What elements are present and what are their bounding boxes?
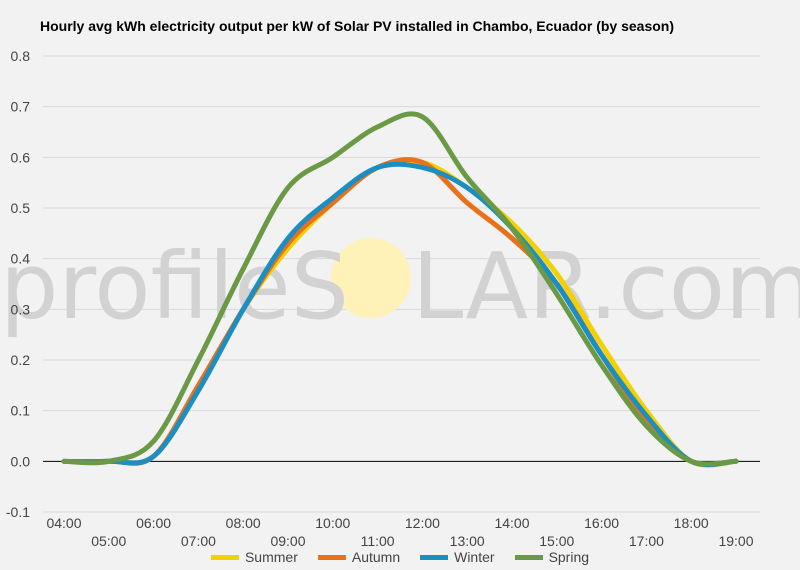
legend-label: Winter: [454, 549, 495, 565]
legend-swatch: [210, 554, 239, 560]
watermark-text-right: LAR.com: [412, 233, 800, 340]
series-lines: [61, 111, 739, 468]
legend-item-summer: Summer: [210, 549, 298, 565]
legend-label: Summer: [244, 549, 298, 565]
watermark-sun-logo: [331, 238, 411, 318]
x-tick-label: 14:00: [494, 515, 529, 531]
x-tick-label: 13:00: [450, 533, 485, 549]
x-tick-label: 05:00: [91, 533, 126, 549]
y-tick-label: -0.1: [6, 504, 30, 520]
x-tick-label: 15:00: [539, 533, 574, 549]
y-tick-label: 0.1: [11, 403, 31, 419]
legend-swatch: [514, 554, 543, 560]
x-tick-label: 09:00: [270, 533, 305, 549]
y-tick-label: 0.8: [11, 48, 31, 64]
y-axis-ticks: 0.8 0.7 0.6 0.5 0.4 0.3 0.2 0.1 0.0 -0.1: [6, 48, 30, 520]
x-tick-label: 19:00: [718, 533, 753, 549]
y-tick-label: 0.7: [11, 99, 31, 115]
legend-item-spring: Spring: [514, 549, 590, 565]
y-tick-label: 0.3: [11, 301, 31, 317]
x-tick-label: 06:00: [136, 515, 171, 531]
legend-swatch: [317, 554, 346, 560]
x-axis-ticks: 04:00 05:00 06:00 07:00 08:00 09:00 10:00 11:00…: [46, 515, 753, 549]
chart-legend: Summer Autumn Winter Spring: [0, 549, 800, 565]
x-tick-label: 16:00: [584, 515, 619, 531]
y-tick-label: 0.0: [11, 453, 31, 469]
legend-item-winter: Winter: [420, 549, 495, 565]
y-tick-label: 0.4: [11, 251, 31, 267]
legend-swatch: [420, 554, 449, 560]
watermark-text-left: profileS: [0, 233, 349, 340]
legend-item-autumn: Autumn: [317, 549, 401, 565]
series-line-spring: [61, 111, 739, 467]
x-tick-label: 08:00: [226, 515, 261, 531]
chart-title: Hourly avg kWh electricity output per kW…: [40, 18, 674, 34]
x-tick-label: 18:00: [674, 515, 709, 531]
legend-label: Spring: [548, 549, 590, 565]
y-tick-label: 0.2: [11, 352, 31, 368]
y-tick-label: 0.6: [11, 149, 31, 165]
legend-label: Autumn: [351, 549, 401, 565]
watermark: profileS LAR.com: [0, 233, 800, 340]
x-tick-label: 17:00: [629, 533, 664, 549]
x-tick-label: 10:00: [315, 515, 350, 531]
x-tick-label: 12:00: [405, 515, 440, 531]
y-tick-label: 0.5: [11, 200, 31, 216]
x-tick-label: 04:00: [46, 515, 81, 531]
series-line-winter: [61, 161, 739, 468]
x-tick-label: 07:00: [181, 533, 216, 549]
x-tick-label: 11:00: [361, 533, 395, 549]
